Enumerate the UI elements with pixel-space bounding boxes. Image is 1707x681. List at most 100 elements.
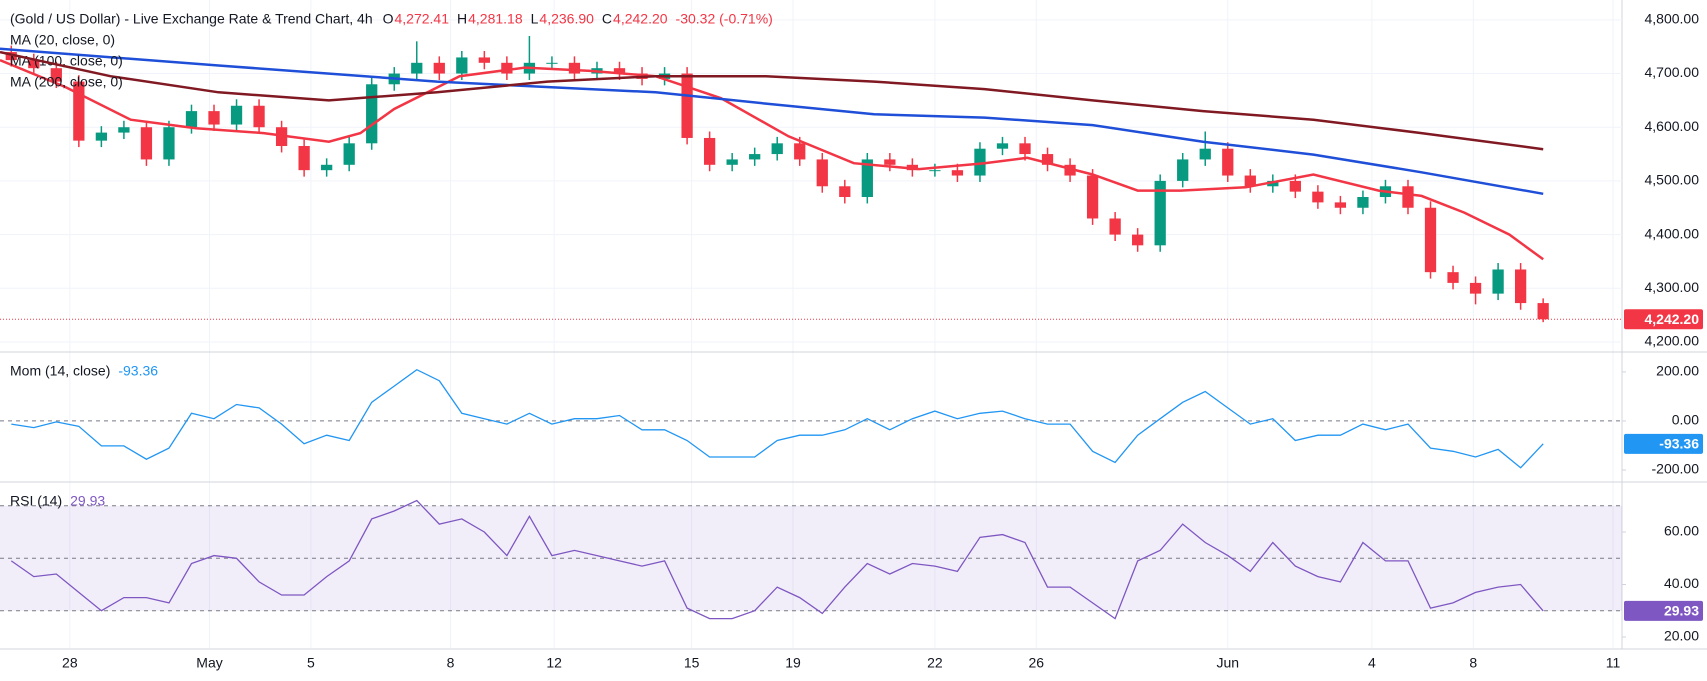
x-tick-label: 8 [447, 655, 455, 671]
y-tick-label: 40.00 [1664, 575, 1699, 591]
candle-body [951, 170, 964, 176]
x-tick-label: 26 [1028, 655, 1044, 671]
ohlc-value: 4,242.20 [613, 11, 668, 27]
legend-entry: MA (20, close, 0) [10, 32, 115, 48]
candle-body [478, 57, 490, 63]
candle-body [1514, 269, 1527, 304]
candle-body [884, 159, 896, 165]
candle-body [568, 62, 581, 74]
candle-body [1289, 180, 1301, 192]
ohlc-value: 4,272.41 [395, 11, 450, 27]
candle-body [433, 62, 445, 74]
legend-entry: MA (100, close, 0) [10, 53, 123, 69]
candle-body [839, 186, 851, 198]
ohlc-key: H [457, 11, 467, 27]
candle-body [703, 137, 716, 165]
price-badge [1624, 309, 1703, 330]
candle-body [366, 84, 378, 144]
candle-body [1177, 159, 1189, 181]
candle-body [185, 111, 198, 128]
x-tick-label: 15 [684, 655, 700, 671]
candle-body [1019, 143, 1031, 155]
indicator-value: -93.36 [118, 363, 158, 379]
x-tick-label: 12 [546, 655, 562, 671]
candle-body [861, 159, 873, 198]
candle-body [5, 52, 17, 61]
ohlc-value: 4,281.18 [468, 11, 523, 27]
x-tick-label: 5 [307, 655, 315, 671]
y-tick-label: 4,200.00 [1645, 333, 1700, 349]
moving-average [0, 50, 1544, 151]
candle-body [208, 111, 220, 125]
candle-body [50, 68, 62, 82]
badge-label: 4,242.20 [1645, 311, 1700, 327]
candle-body [1424, 207, 1437, 273]
candle-body [681, 73, 693, 138]
x-tick-label: 8 [1469, 655, 1477, 671]
candle-body [794, 143, 806, 160]
candle-body [1222, 148, 1234, 176]
candle-body [1267, 180, 1279, 187]
candle-body [816, 159, 828, 187]
candle-body [343, 143, 355, 165]
candle-body [929, 170, 941, 172]
candle-body [1402, 186, 1414, 208]
candle-body [321, 164, 333, 171]
candle-body [1312, 191, 1324, 203]
candle-body [411, 62, 423, 74]
price-badge [1624, 600, 1703, 621]
candle-body [118, 127, 130, 133]
candle-body [546, 62, 558, 64]
candle-body [1334, 202, 1347, 208]
y-tick-label: 4,800.00 [1645, 11, 1700, 27]
candle-body [1132, 234, 1144, 246]
candle-body [1447, 272, 1459, 283]
ohlc-key: L [531, 11, 539, 27]
candle-body [1357, 197, 1369, 208]
candle-body [1064, 164, 1076, 176]
candle-body [95, 132, 108, 141]
indicator-name: RSI (14) [10, 493, 62, 509]
moving-average [0, 58, 1544, 261]
ohlc-value: 4,236.90 [539, 11, 594, 27]
ohlc-key: O [383, 11, 394, 27]
y-tick-label: 4,600.00 [1645, 118, 1700, 134]
candle-body [771, 143, 783, 155]
candle-body [726, 159, 738, 165]
x-tick-label: 22 [927, 655, 943, 671]
candle-body [1086, 175, 1099, 219]
x-tick-label: 11 [1606, 655, 1621, 671]
y-tick-label: 0.00 [1672, 412, 1699, 428]
candle-body [230, 105, 243, 125]
candle-body [613, 68, 626, 74]
candle-body [974, 148, 986, 176]
x-tick-label: 28 [62, 655, 78, 671]
candle-body [1109, 218, 1121, 235]
indicator-name: Mom (14, close) [10, 363, 110, 379]
candle-body [1244, 175, 1256, 187]
candle-body [1041, 154, 1054, 165]
candle-body [1537, 303, 1549, 320]
y-tick-label: 20.00 [1664, 628, 1699, 644]
indicator-line [11, 368, 1544, 469]
y-tick-label: -200.00 [1652, 461, 1700, 477]
chart-title: (Gold / US Dollar) - Live Exchange Rate … [10, 11, 373, 27]
price-badge [1624, 433, 1703, 454]
candle-body [1199, 148, 1211, 160]
ohlc-key: C [602, 11, 612, 27]
candle-body [501, 62, 513, 74]
candle-body [73, 81, 85, 141]
legend-entry: MA (200, close, 0) [10, 74, 123, 90]
y-tick-label: 200.00 [1656, 363, 1699, 379]
candle-body [749, 154, 761, 160]
x-tick-label: 19 [785, 655, 801, 671]
candle-body [1154, 180, 1166, 246]
x-tick-label: 4 [1368, 655, 1376, 671]
badge-label: 29.93 [1664, 603, 1699, 619]
candle-body [1469, 282, 1482, 294]
candle-body [253, 105, 265, 128]
candle-body [298, 146, 310, 171]
y-tick-label: 4,500.00 [1645, 172, 1700, 188]
